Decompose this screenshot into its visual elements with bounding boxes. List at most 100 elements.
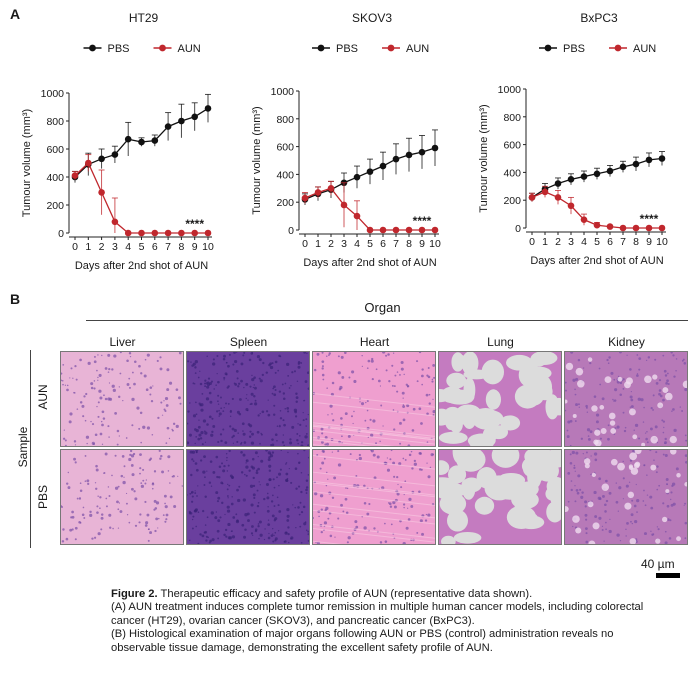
legend-marker-pbs <box>544 44 552 52</box>
histology-tile-pbs-lung <box>438 449 562 545</box>
data-point <box>340 201 348 209</box>
data-point <box>138 138 145 146</box>
caption-line-a: (A) AUN treatment induces complete tumor… <box>111 601 644 627</box>
x-tick-label: 7 <box>620 236 626 248</box>
x-tick-label: 8 <box>406 238 412 250</box>
data-point <box>138 229 145 237</box>
legend-label-pbs: PBS <box>108 43 130 55</box>
y-tick-label: 1000 <box>498 84 522 96</box>
x-tick-label: 2 <box>328 238 334 250</box>
data-point <box>593 170 601 178</box>
data-point <box>593 221 601 229</box>
data-point <box>204 105 212 112</box>
caption-title: Figure 2. <box>111 588 158 600</box>
data-point <box>632 160 640 168</box>
legend-marker-pbs <box>89 44 96 52</box>
organ-label-lung: Lung <box>487 335 514 349</box>
x-tick-label: 7 <box>165 241 171 253</box>
data-point <box>392 226 400 234</box>
x-tick-label: 8 <box>178 241 184 253</box>
panel-a-letter: A <box>10 6 21 22</box>
series-aun <box>301 180 439 234</box>
x-tick-label: 4 <box>581 236 587 248</box>
x-tick-label: 1 <box>315 238 321 250</box>
x-axis-label: Days after 2nd shot of AUN <box>303 257 436 269</box>
x-tick-label: 9 <box>419 238 425 250</box>
data-point <box>606 223 614 230</box>
data-point <box>191 229 198 237</box>
data-point <box>379 226 387 234</box>
data-point <box>204 229 212 237</box>
organ-label-spleen: Spleen <box>229 335 268 349</box>
x-tick-label: 0 <box>72 241 78 253</box>
x-tick-label: 6 <box>380 238 386 250</box>
x-tick-label: 3 <box>112 241 118 253</box>
data-point <box>151 229 159 237</box>
data-point <box>111 218 119 226</box>
x-tick-label: 0 <box>302 238 308 250</box>
y-tick-label: 800 <box>503 112 521 124</box>
sample-label-pbs: PBS <box>36 485 50 510</box>
y-tick-label: 200 <box>276 197 294 209</box>
organ-label-heart: Heart <box>359 335 390 349</box>
data-point <box>353 212 361 220</box>
legend-marker-pbs <box>317 44 325 52</box>
x-tick-label: 5 <box>139 241 145 253</box>
histology-tile-pbs-heart <box>312 449 436 545</box>
y-axis-label: Tumour volume (mm³) <box>251 106 263 214</box>
chart-title: HT29 <box>129 11 159 25</box>
series-pbs <box>301 129 439 205</box>
y-tick-label: 0 <box>515 223 521 235</box>
data-point <box>567 176 575 183</box>
x-tick-label: 8 <box>633 236 639 248</box>
chart-title: SKOV3 <box>352 11 392 25</box>
data-point <box>405 226 413 234</box>
x-tick-label: 2 <box>99 241 105 253</box>
data-point <box>632 224 640 232</box>
significance-marker: **** <box>640 212 659 226</box>
legend-label-aun: AUN <box>178 43 201 55</box>
histology-tile-aun-kidney <box>564 351 688 447</box>
data-point <box>178 117 185 125</box>
y-tick-label: 400 <box>46 172 64 184</box>
y-tick-label: 600 <box>503 140 521 152</box>
data-point <box>314 189 322 196</box>
data-point <box>366 226 374 234</box>
data-point <box>379 162 387 170</box>
legend-label-pbs: PBS <box>563 43 585 55</box>
data-point <box>191 113 198 121</box>
organ-group-header: Organ <box>364 300 401 315</box>
histology-tile-aun-lung <box>438 351 562 447</box>
panel-b-letter: B <box>10 291 21 307</box>
data-point <box>580 216 588 223</box>
histology-tile-aun-heart <box>312 351 436 447</box>
data-point <box>431 226 439 234</box>
chart-title: BxPC3 <box>580 11 618 25</box>
significance-marker: **** <box>413 214 432 228</box>
data-point <box>111 151 119 158</box>
data-point <box>301 194 309 202</box>
data-point <box>431 144 439 152</box>
data-point <box>405 151 413 159</box>
legend-marker-aun <box>614 44 622 52</box>
data-point <box>124 135 132 143</box>
organ-label-liver: Liver <box>109 335 136 349</box>
data-point <box>528 194 536 201</box>
data-point <box>554 194 562 201</box>
series-aun <box>71 154 212 237</box>
sample-axis-title: Sample <box>16 426 30 468</box>
histology-tile-pbs-liver <box>60 449 184 545</box>
x-tick-label: 4 <box>354 238 360 250</box>
legend-label-aun: AUN <box>633 43 656 55</box>
chart-legend: PBS AUN <box>83 43 201 55</box>
x-tick-label: 0 <box>529 236 535 248</box>
data-point <box>606 167 614 175</box>
data-point <box>164 229 172 237</box>
caption-title-rest: Therapeutic efficacy and safety profile … <box>157 588 533 600</box>
data-point <box>418 226 426 234</box>
x-tick-label: 6 <box>152 241 158 253</box>
legend-marker-aun <box>159 44 166 52</box>
data-point <box>98 189 105 196</box>
